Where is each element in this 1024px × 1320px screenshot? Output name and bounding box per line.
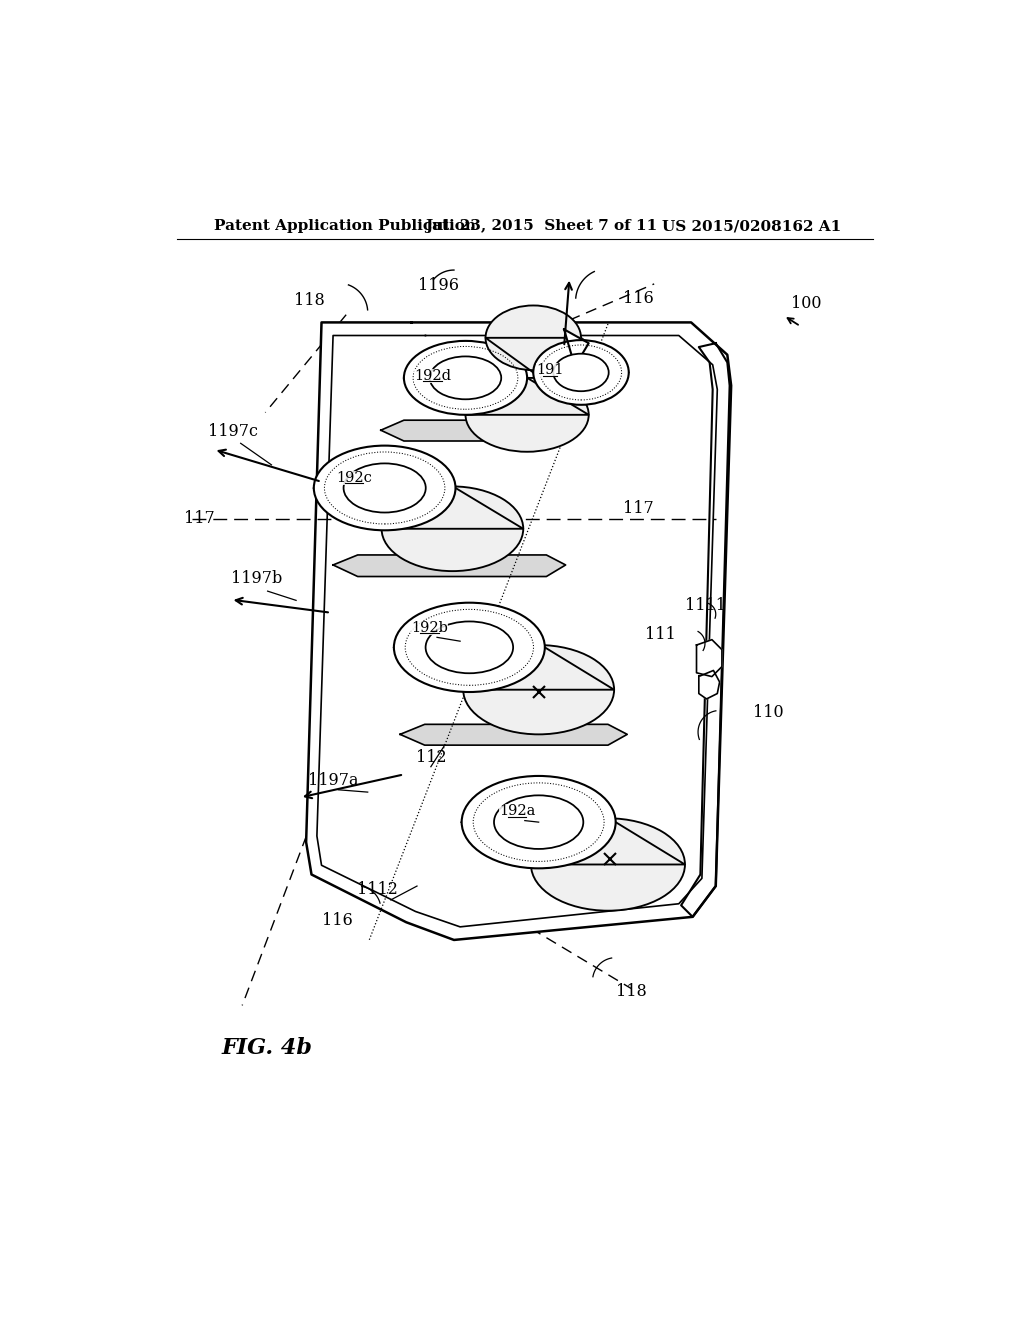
Polygon shape <box>564 330 589 367</box>
Ellipse shape <box>534 341 629 405</box>
Text: 1196: 1196 <box>418 277 459 294</box>
Polygon shape <box>394 647 614 689</box>
Ellipse shape <box>344 463 426 512</box>
Text: 192c: 192c <box>336 471 372 484</box>
Polygon shape <box>403 378 589 414</box>
Text: 192d: 192d <box>414 368 451 383</box>
Text: 116: 116 <box>322 912 352 929</box>
Ellipse shape <box>466 378 589 451</box>
Ellipse shape <box>553 354 608 391</box>
Ellipse shape <box>463 645 614 734</box>
Text: 192a: 192a <box>499 804 536 818</box>
Text: 111: 111 <box>645 626 676 643</box>
Text: 110: 110 <box>753 705 783 721</box>
Text: 191: 191 <box>537 363 564 378</box>
Polygon shape <box>698 671 720 700</box>
Text: 118: 118 <box>294 292 325 309</box>
Ellipse shape <box>382 486 523 572</box>
Polygon shape <box>462 822 685 865</box>
Ellipse shape <box>403 341 527 414</box>
Text: 117: 117 <box>624 500 654 517</box>
Ellipse shape <box>394 603 545 692</box>
Polygon shape <box>400 725 628 744</box>
Text: Jul. 23, 2015  Sheet 7 of 11: Jul. 23, 2015 Sheet 7 of 11 <box>425 219 657 234</box>
Polygon shape <box>696 640 722 677</box>
Ellipse shape <box>426 622 513 673</box>
Ellipse shape <box>430 356 501 399</box>
Text: 1111: 1111 <box>685 597 726 614</box>
Ellipse shape <box>494 796 584 849</box>
Text: Patent Application Publication: Patent Application Publication <box>214 219 476 234</box>
Text: 100: 100 <box>792 294 822 312</box>
Text: 117: 117 <box>184 511 215 527</box>
Ellipse shape <box>462 776 615 869</box>
Ellipse shape <box>531 818 685 911</box>
Text: 1197a: 1197a <box>307 772 358 789</box>
Polygon shape <box>316 335 717 927</box>
Polygon shape <box>381 420 568 441</box>
Text: 118: 118 <box>615 983 646 1001</box>
Text: 112: 112 <box>416 748 446 766</box>
Text: 1112: 1112 <box>356 882 397 899</box>
Text: 1197b: 1197b <box>230 569 282 586</box>
Polygon shape <box>306 322 731 940</box>
Ellipse shape <box>485 305 581 370</box>
Polygon shape <box>313 488 523 529</box>
Ellipse shape <box>313 446 456 531</box>
Text: US 2015/0208162 A1: US 2015/0208162 A1 <box>662 219 841 234</box>
Text: 1197c: 1197c <box>208 424 258 441</box>
Polygon shape <box>681 343 730 917</box>
Polygon shape <box>333 554 565 577</box>
Polygon shape <box>485 338 629 372</box>
Text: 116: 116 <box>624 290 654 308</box>
Text: FIG. 4b: FIG. 4b <box>221 1036 312 1059</box>
Text: 192b: 192b <box>411 622 447 635</box>
